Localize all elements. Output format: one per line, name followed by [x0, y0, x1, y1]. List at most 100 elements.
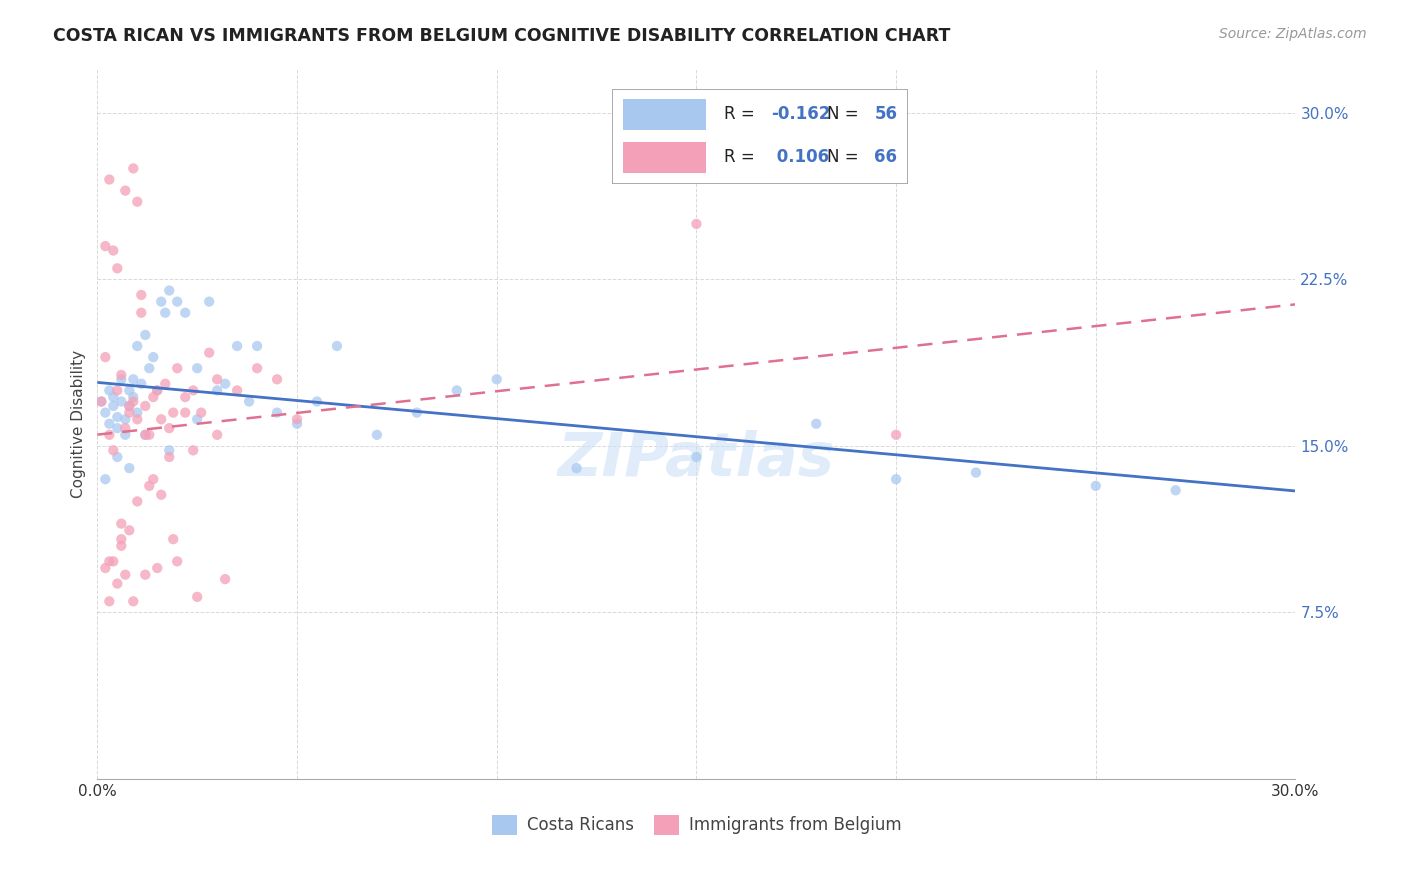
Point [142, 472, 165, 486]
Point [405, 406, 427, 420]
Point [118, 384, 141, 398]
Point [685, 217, 707, 231]
Point [157, 421, 180, 435]
Point [118, 406, 141, 420]
Point [186, 412, 208, 426]
Point [138, 427, 160, 442]
Point [118, 399, 141, 413]
FancyBboxPatch shape [623, 98, 706, 130]
Point [1084, 479, 1107, 493]
Point [134, 427, 156, 442]
Point [127, 339, 149, 353]
Point [157, 450, 180, 464]
Point [214, 572, 236, 586]
Point [127, 494, 149, 508]
Point [110, 539, 132, 553]
Point [326, 339, 349, 353]
Point [129, 306, 152, 320]
Point [142, 390, 165, 404]
Point [166, 554, 188, 568]
Point [127, 406, 149, 420]
Point [90, 394, 112, 409]
Text: 0.106: 0.106 [770, 148, 830, 166]
Text: N =: N = [827, 148, 865, 166]
Point [366, 427, 388, 442]
Point [138, 479, 160, 493]
Text: 66: 66 [875, 148, 897, 166]
Point [285, 417, 308, 431]
Point [129, 288, 152, 302]
Point [181, 384, 204, 398]
Point [186, 590, 208, 604]
Point [174, 390, 197, 404]
Point [246, 361, 269, 376]
Point [884, 472, 907, 486]
Point [198, 294, 221, 309]
Point [162, 406, 184, 420]
Point [129, 376, 152, 391]
Point [103, 390, 125, 404]
Point [157, 443, 180, 458]
Point [98, 427, 121, 442]
Point [238, 394, 260, 409]
Point [122, 394, 145, 409]
Text: COSTA RICAN VS IMMIGRANTS FROM BELGIUM COGNITIVE DISABILITY CORRELATION CHART: COSTA RICAN VS IMMIGRANTS FROM BELGIUM C… [53, 27, 950, 45]
Point [127, 194, 149, 209]
Point [155, 376, 177, 391]
Point [142, 350, 165, 364]
Point [98, 172, 121, 186]
Point [174, 306, 197, 320]
Point [214, 376, 236, 391]
Point [105, 384, 128, 398]
Point [246, 339, 269, 353]
Point [122, 372, 145, 386]
Point [98, 417, 121, 431]
Point [110, 372, 132, 386]
Point [685, 450, 707, 464]
Point [114, 567, 136, 582]
Point [150, 488, 173, 502]
Point [134, 327, 156, 342]
Point [285, 412, 308, 426]
Legend: Costa Ricans, Immigrants from Belgium: Costa Ricans, Immigrants from Belgium [492, 815, 901, 835]
Point [98, 594, 121, 608]
Text: N =: N = [827, 105, 865, 123]
Point [94, 561, 117, 575]
Point [110, 516, 132, 531]
Point [118, 399, 141, 413]
Text: R =: R = [724, 148, 759, 166]
Point [94, 406, 117, 420]
Point [94, 239, 117, 253]
Point [485, 372, 508, 386]
Point [305, 394, 328, 409]
Point [150, 294, 173, 309]
Point [110, 532, 132, 546]
Point [94, 350, 117, 364]
Point [134, 399, 156, 413]
Point [134, 567, 156, 582]
Point [266, 406, 288, 420]
Point [98, 554, 121, 568]
Point [205, 384, 228, 398]
Point [198, 345, 221, 359]
Point [103, 244, 125, 258]
Text: Source: ZipAtlas.com: Source: ZipAtlas.com [1219, 27, 1367, 41]
Text: -0.162: -0.162 [770, 105, 831, 123]
Point [157, 284, 180, 298]
Point [103, 554, 125, 568]
Point [146, 384, 169, 398]
Point [114, 421, 136, 435]
Point [806, 417, 828, 431]
Text: 56: 56 [875, 105, 897, 123]
Point [105, 410, 128, 425]
Point [122, 594, 145, 608]
Text: R =: R = [724, 105, 759, 123]
Point [181, 443, 204, 458]
Point [122, 161, 145, 176]
Point [94, 472, 117, 486]
FancyBboxPatch shape [623, 142, 706, 173]
Point [110, 368, 132, 382]
Point [105, 421, 128, 435]
Point [205, 372, 228, 386]
Point [122, 390, 145, 404]
